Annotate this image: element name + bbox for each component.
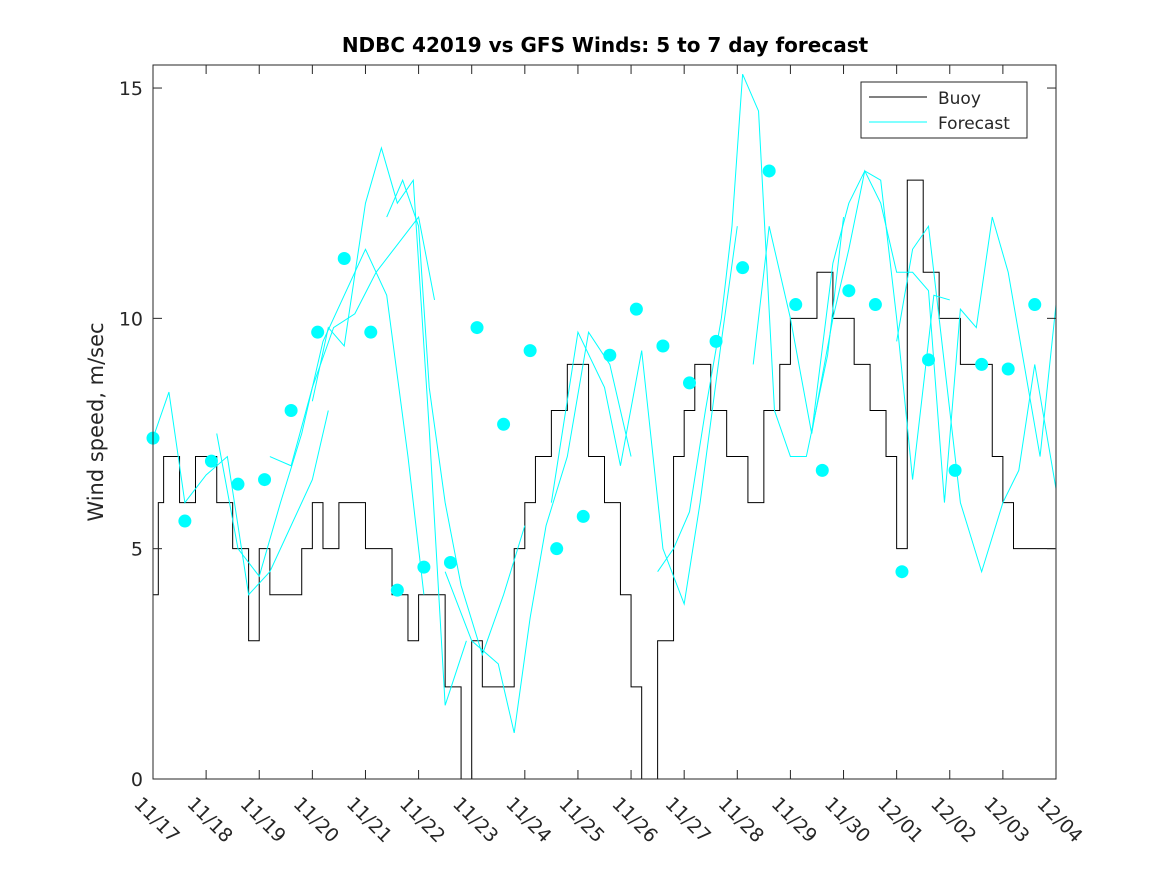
forecast-line-11: [896, 224, 1057, 574]
legend-buoy-label: Buoy: [938, 89, 981, 109]
forecast-line-2: [216, 248, 425, 595]
forecast-line-8: [657, 74, 845, 572]
forecast-point: [337, 251, 351, 265]
forecast-point: [497, 417, 511, 431]
x-tick-label: 12/01: [873, 793, 927, 847]
forecast-line-5: [386, 178, 526, 657]
x-tick-label: 11/30: [820, 793, 874, 847]
forecast-series: [152, 74, 1057, 734]
forecast-markers: [146, 164, 1042, 597]
forecast-point: [948, 463, 962, 477]
x-tick-label: 12/03: [979, 793, 1033, 847]
forecast-point: [258, 473, 272, 487]
x-tick-label: 12/02: [926, 793, 980, 847]
x-tick-label: 11/24: [501, 793, 555, 847]
y-tick-label: 5: [131, 539, 143, 561]
x-tick-label: 11/17: [129, 793, 183, 847]
x-tick-label: 11/22: [395, 793, 449, 847]
forecast-point: [364, 325, 378, 339]
x-tick-label: 12/04: [1032, 793, 1086, 847]
forecast-point: [443, 555, 457, 569]
forecast-point: [417, 560, 431, 574]
x-tick-label: 11/20: [289, 793, 343, 847]
forecast-point: [895, 565, 909, 579]
forecast-point: [470, 321, 484, 335]
y-tick-label: 0: [131, 769, 143, 791]
legend-box: [860, 81, 1028, 139]
x-tick-label: 11/29: [767, 793, 821, 847]
forecast-point: [629, 302, 643, 316]
plot-frame: [152, 64, 1057, 780]
forecast-point: [975, 357, 989, 371]
x-tick-label: 11/25: [554, 793, 608, 847]
forecast-point: [231, 477, 245, 491]
x-tick-label: 11/18: [183, 793, 237, 847]
forecast-point: [576, 509, 590, 523]
forecast-line-3: [269, 215, 436, 467]
forecast-point: [842, 284, 856, 298]
forecast-point: [603, 348, 617, 362]
x-tick-label: 11/21: [342, 793, 396, 847]
forecast-point: [390, 583, 404, 597]
forecast-point: [178, 514, 192, 528]
legend: Buoy Forecast: [860, 81, 1028, 139]
forecast-point: [922, 353, 936, 367]
forecast-line-1: [152, 391, 329, 596]
forecast-point: [736, 261, 750, 275]
x-tick-label: 11/23: [448, 793, 502, 847]
forecast-point: [815, 463, 829, 477]
buoy-series: [153, 179, 1055, 780]
forecast-line-10: [811, 169, 1057, 503]
forecast-point: [311, 325, 325, 339]
x-tick-label: 11/26: [608, 793, 662, 847]
legend-forecast-label: Forecast: [938, 114, 1010, 134]
forecast-point: [682, 376, 696, 390]
forecast-point: [204, 454, 218, 468]
forecast-point: [1001, 362, 1015, 376]
forecast-point: [523, 344, 537, 358]
y-tick-label: 15: [119, 78, 143, 100]
chart-title: NDBC 42019 vs GFS Winds: 5 to 7 day fore…: [342, 33, 869, 57]
y-axis-label: Wind speed, m/sec: [84, 322, 108, 521]
y-axis: 0 5 10 15: [119, 78, 1056, 791]
forecast-point: [284, 403, 298, 417]
plot-area: [153, 65, 1056, 779]
x-tick-label: 11/27: [661, 793, 715, 847]
forecast-line-4: [311, 146, 467, 706]
forecast-point: [762, 164, 776, 178]
forecast-point: [868, 298, 882, 312]
forecast-line-6: [444, 330, 632, 734]
x-tick-label: 11/28: [714, 793, 768, 847]
buoy-line: [153, 179, 1055, 780]
forecast-point: [709, 334, 723, 348]
forecast-point: [789, 298, 803, 312]
y-tick-label: 10: [119, 308, 143, 330]
forecast-line-9: [752, 170, 950, 480]
x-tick-label: 11/19: [236, 793, 290, 847]
forecast-point: [550, 542, 564, 556]
forecast-line-7: [550, 226, 738, 606]
forecast-point: [1028, 298, 1042, 312]
forecast-point: [656, 339, 670, 353]
